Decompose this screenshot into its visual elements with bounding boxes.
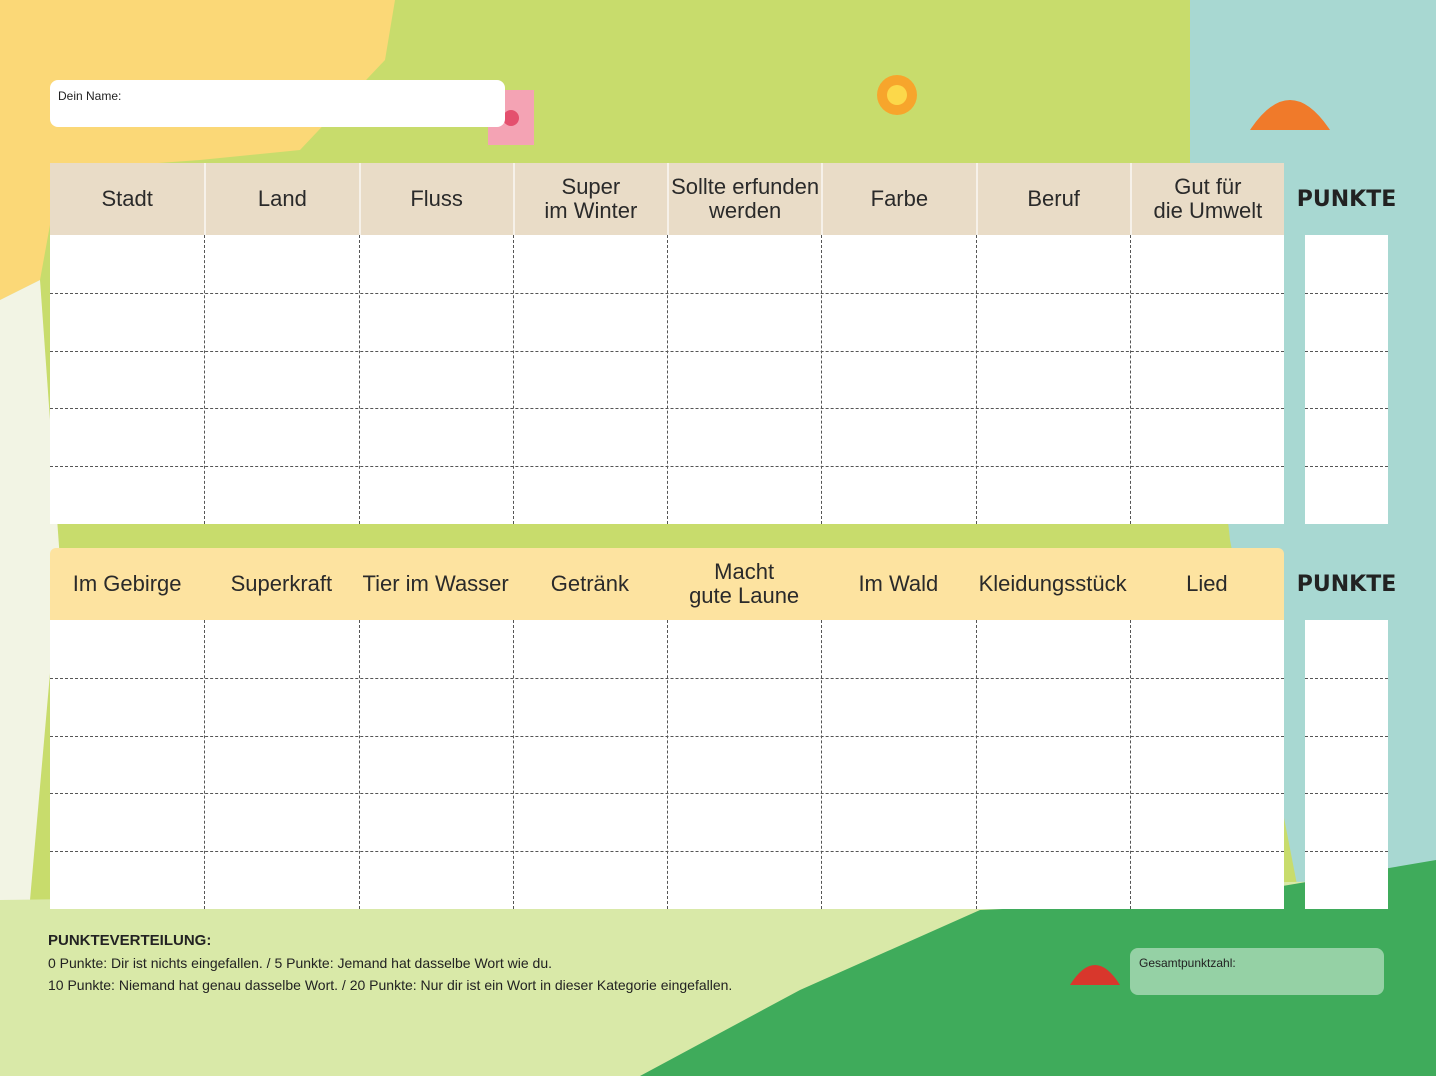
header-line: Super xyxy=(561,174,621,199)
column-header: Sollte erfunden werden xyxy=(667,163,821,235)
row-divider xyxy=(50,677,1284,679)
column-divider xyxy=(358,235,360,524)
row-divider xyxy=(1305,350,1388,352)
row-divider xyxy=(1305,292,1388,294)
row-divider xyxy=(1305,735,1388,737)
header-line: werden xyxy=(709,198,782,223)
column-divider xyxy=(204,620,206,909)
column-divider xyxy=(667,620,668,909)
column-header: Superkraft xyxy=(204,548,358,620)
scoring-line: 0 Punkte: Dir ist nichts eingefallen. / … xyxy=(48,955,553,971)
scoring-title: PUNKTEVERTEILUNG: xyxy=(48,932,212,949)
header-row xyxy=(50,548,1284,620)
points-body xyxy=(1305,235,1388,524)
header-line: Sollte erfunden xyxy=(671,174,820,199)
row-divider xyxy=(1305,408,1388,410)
column-header: Lied xyxy=(1130,548,1284,620)
column-divider xyxy=(1129,620,1131,909)
column-divider xyxy=(204,235,206,524)
total-box xyxy=(1130,948,1384,995)
points-header: PUNKTE xyxy=(1296,186,1397,212)
points-header: PUNKTE xyxy=(1296,571,1397,597)
name-label: Dein Name: xyxy=(58,89,122,103)
column-header: Im Wald xyxy=(821,548,975,620)
header-line: Land xyxy=(257,186,307,211)
scoring-line: 10 Punkte: Niemand hat genau dasselbe Wo… xyxy=(48,977,733,993)
row-divider xyxy=(50,793,1284,795)
column-header: Super im Winter xyxy=(512,163,667,235)
column-divider xyxy=(975,620,977,909)
column-header: Farbe xyxy=(821,163,975,235)
row-divider xyxy=(50,292,1284,294)
column-divider xyxy=(975,235,977,524)
column-divider xyxy=(821,235,823,524)
column-header: Tier im Wasser xyxy=(359,548,513,620)
header-line: Im Wald xyxy=(858,571,939,596)
row-divider xyxy=(1305,677,1388,679)
column-divider xyxy=(1129,235,1131,524)
column-header: Im Gebirge xyxy=(50,548,204,620)
points-body xyxy=(1305,620,1388,909)
row-divider xyxy=(50,466,1284,468)
header-line: Macht xyxy=(714,559,775,584)
column-divider xyxy=(358,620,360,909)
column-divider xyxy=(512,620,514,909)
header-line: Getränk xyxy=(550,571,629,596)
header-line: gute Laune xyxy=(689,583,800,608)
header-line: Fluss xyxy=(410,186,463,211)
name-box xyxy=(50,80,505,127)
row-divider xyxy=(50,851,1284,853)
row-divider xyxy=(50,735,1284,737)
header-line: Lied xyxy=(1186,571,1228,596)
column-header: Beruf xyxy=(975,163,1130,235)
row-divider xyxy=(1305,851,1388,853)
column-divider xyxy=(667,235,668,524)
header-line: Im Gebirge xyxy=(72,571,182,596)
column-header: Fluss xyxy=(358,163,513,235)
column-header: Stadt xyxy=(50,163,204,235)
header-line: Farbe xyxy=(870,186,929,211)
total-label: Gesamtpunktzahl: xyxy=(1139,956,1236,970)
row-divider xyxy=(50,408,1284,410)
column-header: Macht gute Laune xyxy=(667,548,821,620)
row-divider xyxy=(50,350,1284,352)
header-line: Kleidungsstück xyxy=(978,571,1127,596)
header-line: Gut für xyxy=(1174,174,1242,199)
header-line: die Umwelt xyxy=(1153,198,1263,223)
column-divider xyxy=(821,620,823,909)
column-header: Land xyxy=(204,163,358,235)
header-line: Stadt xyxy=(101,186,153,211)
column-header: Gut für die Umwelt xyxy=(1129,163,1284,235)
scoring: PUNKTEVERTEILUNG: 0 Punkte: Dir ist nich… xyxy=(48,932,732,993)
row-divider xyxy=(1305,466,1388,468)
header-line: Superkraft xyxy=(230,571,333,596)
row-divider xyxy=(1305,793,1388,795)
column-header: Getränk xyxy=(513,548,667,620)
header-line: Beruf xyxy=(1027,186,1080,211)
header-line: Tier im Wasser xyxy=(362,571,509,596)
column-header: Kleidungsstück xyxy=(976,548,1130,620)
column-divider xyxy=(512,235,514,524)
header-line: im Winter xyxy=(544,198,638,223)
